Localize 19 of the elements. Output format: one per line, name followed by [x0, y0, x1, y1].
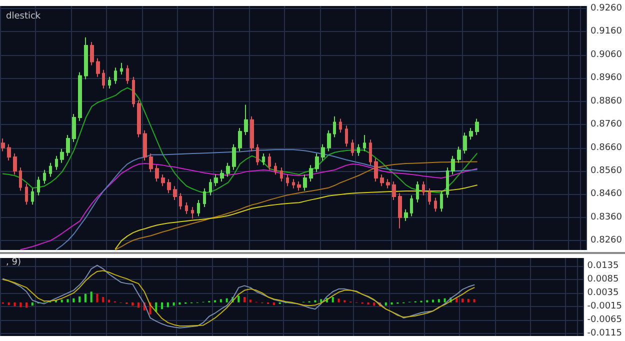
- y-tick-label: 0.8760: [590, 120, 622, 130]
- y-tick-label: 0.8960: [590, 73, 622, 84]
- y-tick-label: 0.9160: [590, 26, 622, 37]
- y-tick-label: 0.8460: [590, 189, 622, 200]
- y-tick-label: 0.9060: [590, 50, 622, 60]
- y-tick-label: 0.0085: [587, 274, 619, 285]
- y-tick-label: 0.8660: [590, 142, 622, 153]
- chart-title: , 9): [6, 258, 21, 268]
- y-tick-label: -0.0065: [587, 314, 622, 325]
- y-tick-label: 0.8560: [590, 166, 622, 176]
- y-tick-label: 0.0135: [587, 261, 619, 272]
- y-tick-label: 0.8260: [590, 236, 622, 246]
- y-tick-label: 0.9260: [590, 3, 622, 14]
- y-tick-label: 0.0035: [587, 288, 619, 298]
- y-tick-label: -0.0115: [587, 328, 622, 338]
- y-tick-label: 0.8360: [590, 212, 622, 222]
- y-tick-label: -0.0015: [587, 301, 622, 312]
- text: dlestick: [6, 12, 42, 22]
- y-tick-label: 0.8860: [590, 96, 622, 106]
